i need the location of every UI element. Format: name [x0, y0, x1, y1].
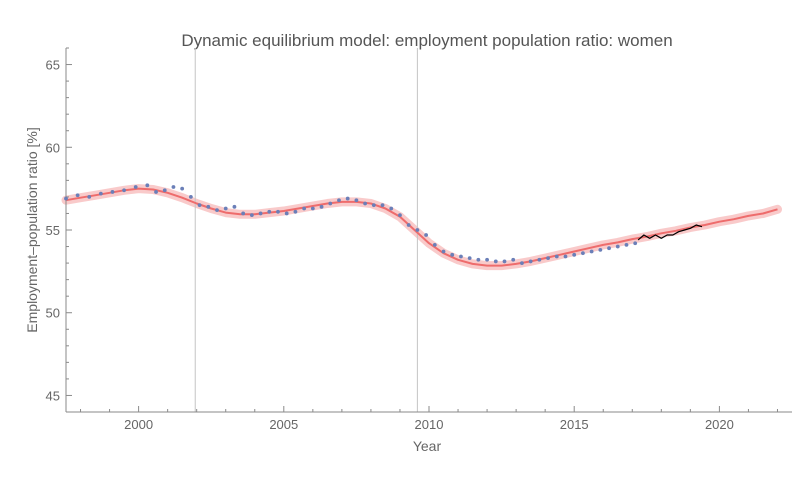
data-point	[398, 213, 402, 218]
data-point	[215, 208, 219, 213]
data-point	[415, 228, 420, 232]
data-point	[328, 201, 333, 206]
data-point	[180, 186, 185, 191]
data-point	[528, 259, 533, 264]
chart-title: Dynamic equilibrium model: employment po…	[181, 31, 672, 50]
data-point	[511, 257, 516, 262]
data-point	[624, 242, 629, 247]
data-point	[615, 244, 620, 249]
model-curve-layer	[65, 187, 778, 267]
data-points-layer	[64, 183, 638, 265]
data-point	[450, 252, 455, 257]
data-point	[98, 191, 103, 196]
data-point	[589, 249, 594, 254]
data-point	[633, 241, 638, 246]
data-point	[389, 206, 394, 211]
data-point	[459, 254, 463, 259]
data-point	[572, 252, 577, 257]
post-forecast-line	[637, 224, 703, 241]
data-point	[337, 198, 341, 203]
data-point	[607, 246, 611, 251]
data-point	[345, 196, 350, 201]
x-tick-label: 2000	[124, 417, 153, 432]
data-point	[467, 256, 472, 261]
data-point	[87, 195, 92, 199]
x-tick-label: 2005	[269, 417, 298, 432]
data-point	[284, 211, 289, 216]
data-point	[258, 211, 263, 216]
post-forecast-layer	[637, 224, 703, 241]
y-tick-label: 45	[46, 388, 60, 403]
data-point	[598, 247, 603, 252]
data-point	[293, 209, 298, 214]
data-point	[363, 201, 368, 206]
data-point	[206, 204, 211, 209]
x-tick-label: 2020	[705, 417, 734, 432]
data-point	[502, 259, 507, 264]
data-point	[145, 183, 150, 188]
data-point	[380, 203, 385, 208]
data-point	[310, 206, 315, 211]
data-point	[64, 196, 68, 201]
data-point	[154, 190, 158, 194]
data-point	[276, 209, 280, 214]
data-point	[424, 233, 428, 237]
model-band-layer	[61, 184, 782, 271]
data-point	[302, 206, 307, 211]
data-point	[493, 259, 498, 264]
data-point	[485, 257, 489, 262]
data-point	[162, 188, 167, 193]
data-point	[537, 257, 542, 262]
data-point	[223, 206, 228, 211]
data-point	[520, 261, 524, 265]
data-point	[241, 211, 246, 216]
y-tick-label: 50	[46, 306, 60, 321]
x-axis-label: Year	[413, 438, 442, 454]
data-point	[354, 198, 359, 203]
data-point	[441, 249, 446, 254]
data-point	[232, 204, 237, 209]
y-tick-label: 65	[46, 58, 60, 73]
x-tick-label: 2010	[415, 417, 444, 432]
data-point	[188, 195, 193, 199]
x-tick-label: 2015	[560, 417, 589, 432]
data-point	[476, 257, 481, 262]
y-axis-label: Employment–population ratio [%]	[24, 127, 40, 332]
data-point	[171, 185, 176, 189]
data-point	[110, 190, 115, 194]
vertical-markers	[194, 48, 418, 412]
data-point	[406, 223, 411, 227]
data-point	[432, 242, 437, 247]
data-point	[546, 256, 550, 261]
data-point	[319, 204, 324, 209]
data-point	[249, 213, 254, 218]
x-ticks: 2000 2005 2010 2015 2020	[80, 406, 778, 432]
data-point	[371, 203, 376, 208]
y-tick-label: 60	[46, 140, 60, 155]
y-tick-label: 55	[46, 223, 60, 238]
data-point	[267, 209, 272, 214]
data-point	[75, 193, 80, 198]
data-point	[122, 188, 126, 193]
data-point	[554, 254, 559, 259]
data-point	[581, 251, 585, 256]
model-band	[61, 184, 782, 271]
data-point	[563, 254, 568, 259]
model-line	[65, 187, 778, 267]
y-ticks: 45 50 55 60 65	[46, 47, 72, 413]
data-point	[197, 203, 202, 208]
data-point	[133, 185, 138, 189]
